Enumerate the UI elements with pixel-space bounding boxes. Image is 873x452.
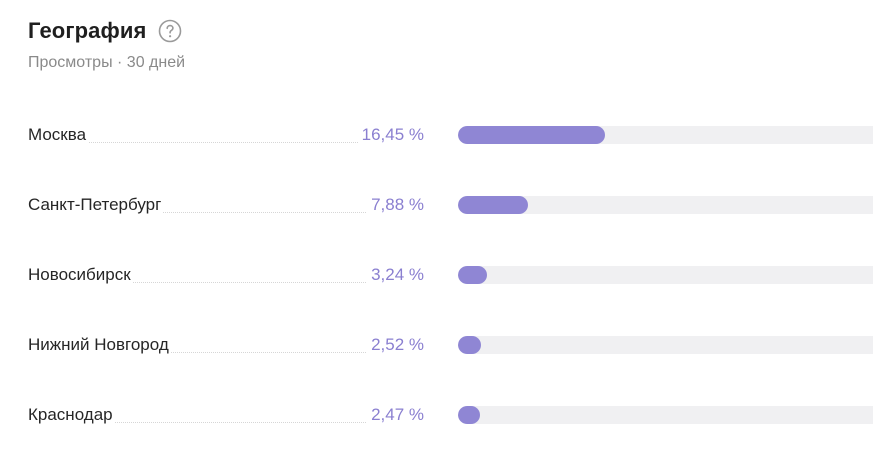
city-row: Краснодар 2,47 %: [28, 395, 873, 435]
city-name: Краснодар: [28, 405, 115, 425]
leader-dots: [28, 352, 424, 353]
bar-track: [458, 406, 873, 424]
leader-dots: [28, 422, 424, 423]
city-name: Санкт-Петербург: [28, 195, 164, 215]
city-name: Москва: [28, 125, 89, 145]
bar-track: [458, 126, 873, 144]
city-name: Нижний Новгород: [28, 335, 171, 355]
bar-track: [458, 266, 873, 284]
leader-dots: [28, 212, 424, 213]
bar-track: [458, 336, 873, 354]
city-percent: 2,47 %: [367, 405, 424, 425]
city-percent: 16,45 %: [357, 125, 424, 145]
widget-title: География: [28, 18, 147, 43]
bar-fill: [458, 266, 487, 284]
city-row: Санкт-Петербург 7,88 %: [28, 185, 873, 225]
bar-track: [458, 196, 873, 214]
bar-fill: [458, 336, 481, 354]
city-row: Новосибирск 3,24 %: [28, 255, 873, 295]
city-name: Новосибирск: [28, 265, 133, 285]
widget-subtitle: Просмотры · 30 дней: [28, 54, 186, 71]
city-row: Нижний Новгород 2,52 %: [28, 325, 873, 365]
bar-fill: [458, 406, 481, 424]
widget-header: География: [28, 18, 182, 44]
city-row: Москва 16,45 %: [28, 115, 873, 155]
bar-fill: [458, 126, 605, 144]
question-circle-icon[interactable]: [158, 19, 182, 43]
city-percent: 3,24 %: [367, 265, 424, 285]
bar-fill: [458, 196, 529, 214]
leader-dots: [28, 142, 424, 143]
city-percent: 2,52 %: [367, 335, 424, 355]
city-percent: 7,88 %: [367, 195, 424, 215]
leader-dots: [28, 282, 424, 283]
